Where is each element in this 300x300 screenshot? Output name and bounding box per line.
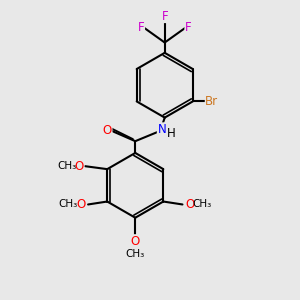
Text: CH₃: CH₃	[126, 249, 145, 259]
Text: H: H	[167, 127, 176, 140]
Text: O: O	[185, 198, 194, 211]
Text: O: O	[75, 160, 84, 173]
Text: F: F	[185, 21, 192, 34]
Text: N: N	[158, 123, 166, 136]
Text: CH₃: CH₃	[59, 200, 78, 209]
Text: F: F	[161, 10, 168, 22]
Text: O: O	[103, 124, 112, 137]
Text: F: F	[138, 21, 145, 34]
Text: CH₃: CH₃	[57, 161, 76, 171]
Text: O: O	[76, 198, 86, 211]
Text: O: O	[131, 235, 140, 248]
Text: Br: Br	[205, 95, 218, 108]
Text: CH₃: CH₃	[193, 200, 212, 209]
